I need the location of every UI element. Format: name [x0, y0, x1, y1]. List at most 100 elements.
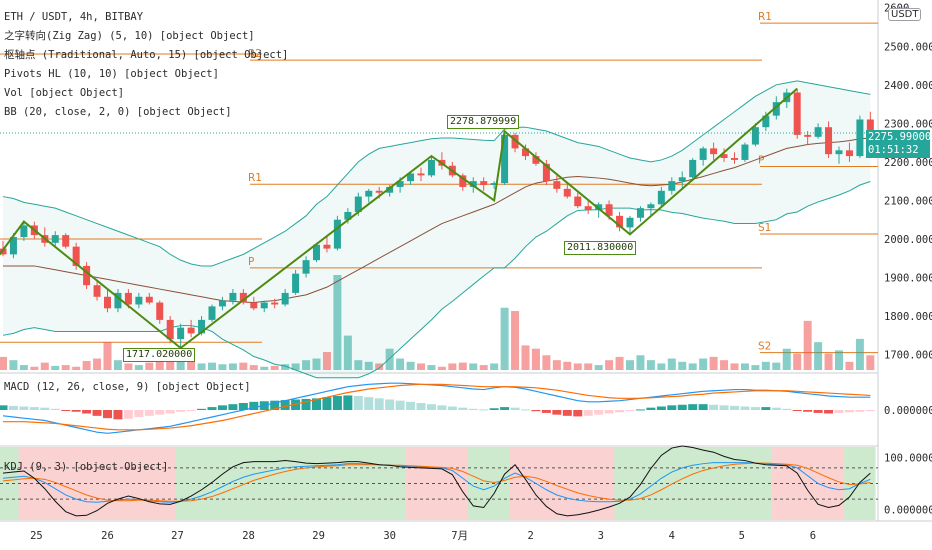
macd-histogram-bar	[510, 407, 520, 410]
pivot-label-s1: S1	[758, 222, 771, 234]
volume-bar	[19, 365, 28, 370]
candle-body	[689, 159, 697, 178]
macd-histogram-bar	[123, 410, 133, 419]
macd-histogram-bar	[489, 408, 499, 410]
volume-bar	[803, 320, 812, 370]
volume-bar	[751, 365, 760, 370]
volume-bar	[667, 358, 676, 370]
main-legend: ETH / USDT, 4h, BITBAY 之字转向(Zig Zag) (5,…	[4, 8, 288, 122]
volume-bar	[375, 363, 384, 370]
currency-badge[interactable]: USDT	[888, 8, 922, 21]
macd-histogram-bar	[395, 400, 405, 410]
time-tick-label: 6	[810, 530, 816, 542]
volume-bar	[720, 360, 729, 370]
macd-histogram-bar	[249, 401, 259, 410]
macd-histogram-bar	[71, 410, 81, 412]
volume-bar	[197, 363, 206, 370]
candle-body	[459, 175, 467, 187]
macd-zero-label: 0.000000	[884, 405, 932, 417]
current-price-value: 2275.990001	[868, 131, 932, 143]
volume-bar	[61, 365, 70, 370]
volume-bar	[782, 348, 791, 370]
volume-bar	[218, 364, 227, 370]
macd-histogram-bar	[406, 401, 416, 410]
pivot-label-r1: R1	[758, 11, 772, 23]
macd-histogram-bar	[865, 410, 875, 412]
candle-body	[166, 319, 174, 340]
bb-lower-line	[2, 181, 871, 379]
zigzag-line	[0, 87, 798, 350]
volume-bar	[657, 363, 666, 370]
pivot-label-p: P	[248, 256, 254, 268]
macd-histogram-bar	[541, 410, 551, 413]
macd-histogram-bar	[677, 404, 687, 410]
candle-body	[699, 148, 707, 160]
candle-body	[396, 181, 404, 187]
candle-body	[480, 181, 488, 185]
volume-bar	[417, 363, 425, 370]
candle-body	[595, 204, 603, 211]
volume-bar	[291, 363, 300, 370]
macd-histogram-bar	[437, 405, 447, 410]
kdj-zone	[509, 447, 615, 520]
volume-bar	[542, 355, 551, 370]
current-price-badge: 2275.990001 01:51:32	[866, 130, 932, 158]
time-tick-label: 2	[528, 530, 534, 542]
price-tick-label: 2200.000000	[884, 157, 932, 169]
candle-body	[83, 265, 91, 286]
candle-body	[417, 173, 425, 176]
volume-bar	[573, 363, 582, 370]
volume-bar	[103, 342, 112, 370]
volume-bar	[814, 342, 823, 370]
macd-histogram-bar	[82, 410, 92, 414]
pivot-label-r1: R1	[248, 172, 262, 184]
candle-body	[563, 188, 571, 197]
volume-bar	[835, 350, 843, 370]
macd-histogram-bar	[521, 409, 530, 411]
macd-histogram-bar	[385, 399, 395, 410]
candle-body	[386, 186, 394, 193]
candle-body	[866, 119, 874, 133]
candle-body	[375, 190, 383, 193]
price-tick-label: 1700.000000	[884, 350, 932, 362]
candle-body	[553, 181, 561, 189]
volume-bar	[145, 362, 154, 370]
zigzag-low-label-1: 1717.020000	[123, 348, 196, 362]
candle-body	[177, 327, 185, 340]
macd-histogram-bar	[531, 410, 541, 412]
candle-body	[9, 237, 17, 255]
macd-histogram-bar	[270, 400, 280, 410]
macd-histogram-bar	[8, 405, 18, 410]
macd-histogram-bar	[322, 397, 332, 410]
candle-body	[239, 292, 247, 303]
macd-histogram-bar	[855, 410, 865, 412]
macd-histogram-bar	[92, 410, 102, 416]
volume-bar	[709, 356, 718, 370]
candle-body	[145, 296, 153, 303]
candle-body	[605, 204, 613, 216]
macd-histogram-bar	[730, 405, 739, 410]
candle-body	[323, 244, 331, 249]
candle-body	[156, 302, 164, 320]
price-tick-label: 2400.000000	[884, 80, 932, 92]
volume-bar	[594, 365, 603, 370]
macd-histogram-bar	[709, 404, 719, 410]
macd-histogram-bar	[573, 410, 583, 417]
legend-pivots-hl: Pivots HL (10, 10) [object Object]	[4, 68, 219, 80]
candle-body	[501, 134, 509, 184]
macd-histogram-bar	[468, 408, 478, 410]
candle-body	[354, 196, 362, 212]
candle-body	[62, 235, 70, 247]
macd-histogram-bar	[238, 403, 248, 410]
price-tick-label: 2300.000000	[884, 118, 932, 130]
candle-body	[793, 92, 801, 135]
volume-bar	[385, 348, 394, 370]
candle-body	[302, 260, 310, 274]
macd-histogram-bar	[803, 410, 813, 412]
macd-histogram-bar	[144, 410, 154, 416]
macd-histogram-bar	[301, 398, 311, 410]
candle-body	[647, 204, 655, 209]
macd-histogram-bar	[353, 396, 363, 410]
